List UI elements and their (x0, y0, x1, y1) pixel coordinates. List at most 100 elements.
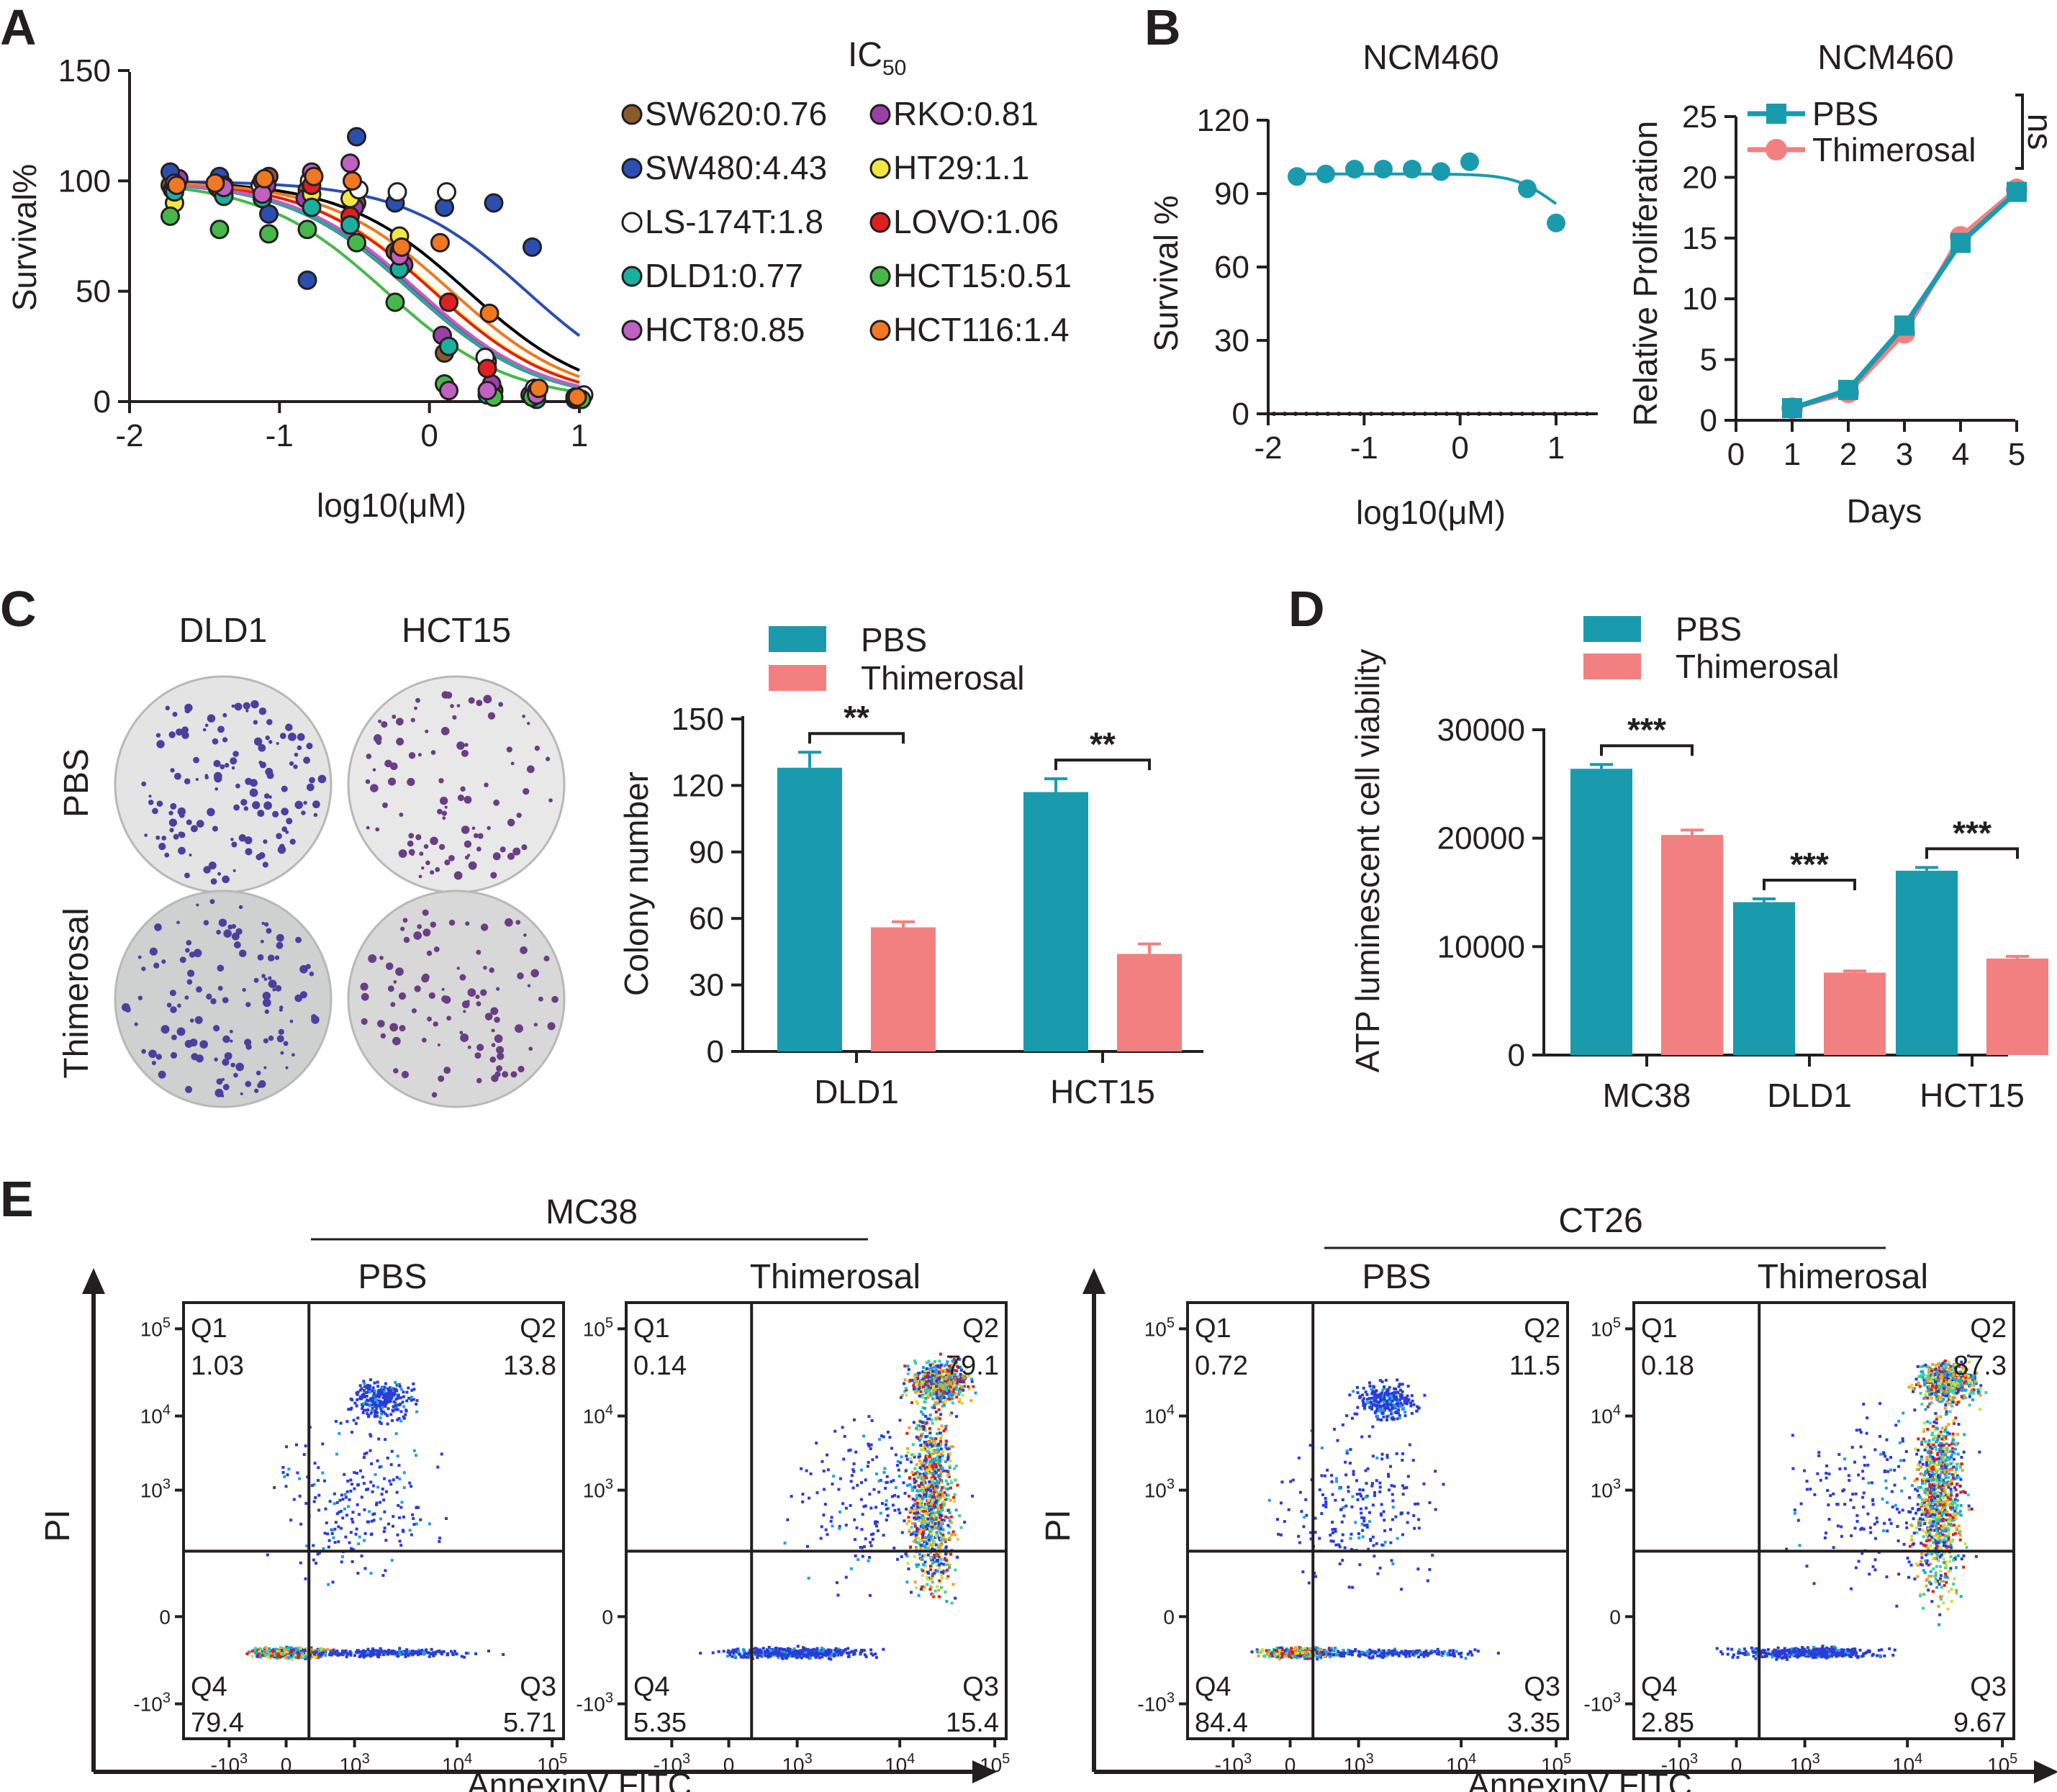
colony (230, 838, 234, 841)
flow-event (1278, 1655, 1281, 1659)
flow-event (1421, 1652, 1424, 1656)
flow-event (258, 1650, 261, 1653)
flow-event (963, 1376, 967, 1380)
flow-event (1460, 1652, 1463, 1655)
flow-event (294, 1654, 297, 1657)
flow-event (743, 1655, 747, 1659)
colony (448, 919, 456, 926)
flow-event (404, 1655, 407, 1658)
flow-event (939, 1537, 943, 1540)
flow-event (775, 1651, 779, 1655)
flow-event (918, 1439, 921, 1442)
flow-event (921, 1425, 924, 1429)
flow-event (256, 1648, 259, 1652)
flow-event (1419, 1653, 1423, 1657)
flow-event (318, 1647, 322, 1651)
flow-event (953, 1377, 957, 1380)
flow-event (1298, 1652, 1301, 1656)
colony (496, 987, 500, 991)
colony (437, 1043, 440, 1046)
colony (430, 870, 435, 875)
flow-event (945, 1498, 949, 1501)
flow-event (938, 1371, 941, 1375)
colony (499, 846, 506, 853)
flow-event (362, 1482, 366, 1485)
flow-event (921, 1477, 925, 1480)
flow-event (351, 1511, 355, 1514)
d-legend-pbs-label: PBS (1676, 610, 1742, 648)
flow-event (928, 1485, 932, 1488)
colony (155, 836, 161, 841)
flow-event (933, 1556, 936, 1560)
flow-event (945, 1600, 949, 1603)
flow-event (386, 1407, 390, 1411)
flow-event (826, 1533, 829, 1537)
flow-event (941, 1383, 944, 1386)
colony (294, 994, 303, 1003)
flow-event (928, 1373, 931, 1377)
flow-event (256, 1655, 259, 1658)
flow-event (1476, 1650, 1480, 1653)
flow-event (950, 1397, 954, 1400)
flow-event (944, 1570, 948, 1573)
flow-event (730, 1650, 733, 1653)
flow-event (938, 1377, 941, 1380)
flow-event (1366, 1650, 1370, 1653)
colony (459, 1031, 464, 1035)
colony (468, 861, 477, 870)
flow-event (788, 1652, 792, 1655)
flow-event (339, 1421, 343, 1425)
a-legend-label-rko: RKO:0.81 (893, 95, 1039, 132)
flow-event (381, 1487, 384, 1490)
flow-event (733, 1649, 736, 1652)
flow-event (935, 1460, 939, 1464)
colony-plate (347, 675, 566, 894)
flow-event (928, 1482, 931, 1485)
flow-event (1284, 1655, 1288, 1658)
flow-event (292, 1655, 296, 1658)
flow-event (779, 1653, 782, 1657)
flow-event (1376, 1654, 1380, 1657)
flow-event (836, 1653, 840, 1657)
flow-event (1372, 1392, 1375, 1395)
b1-xtick-label: -1 (1350, 430, 1378, 466)
colony (185, 948, 190, 953)
flow-event (934, 1471, 938, 1475)
flow-event (913, 1455, 916, 1459)
flow-event (924, 1509, 928, 1513)
flow-event (941, 1505, 944, 1508)
flow-event (860, 1546, 864, 1549)
flow-event (942, 1485, 946, 1488)
flow-event (935, 1368, 939, 1372)
colony (425, 860, 430, 866)
b1-zero-dot (1272, 412, 1276, 416)
flow-event (928, 1431, 932, 1435)
flow-event (941, 1400, 944, 1404)
c-sig-bracket (1054, 759, 1151, 771)
d-legend-pbs-swatch (1583, 616, 1641, 642)
flow-event (769, 1655, 772, 1658)
flow-event (923, 1493, 926, 1497)
flow-event (918, 1493, 921, 1497)
flow-event (305, 1651, 309, 1655)
colony (169, 990, 176, 997)
flow-event (912, 1539, 916, 1543)
colony (222, 712, 227, 718)
colony (471, 826, 476, 831)
colony (473, 833, 479, 838)
flow-event (929, 1532, 933, 1536)
flow-event (1419, 1651, 1422, 1655)
flow-event (874, 1506, 878, 1509)
plate-row-pbs: PBS (58, 748, 96, 818)
flow-event (1303, 1647, 1307, 1650)
flow-event (926, 1445, 930, 1449)
flow-event (415, 1399, 419, 1403)
panel-c-colony-plates: DLD1 HCT15 PBS Thimerosal (58, 612, 566, 1108)
flow-event (369, 1411, 373, 1415)
flow-event (1408, 1655, 1411, 1658)
flow-event (794, 1650, 797, 1653)
a-xtick-label: 0 (420, 418, 438, 453)
flow-event (1380, 1650, 1383, 1654)
flow-event (744, 1652, 748, 1655)
